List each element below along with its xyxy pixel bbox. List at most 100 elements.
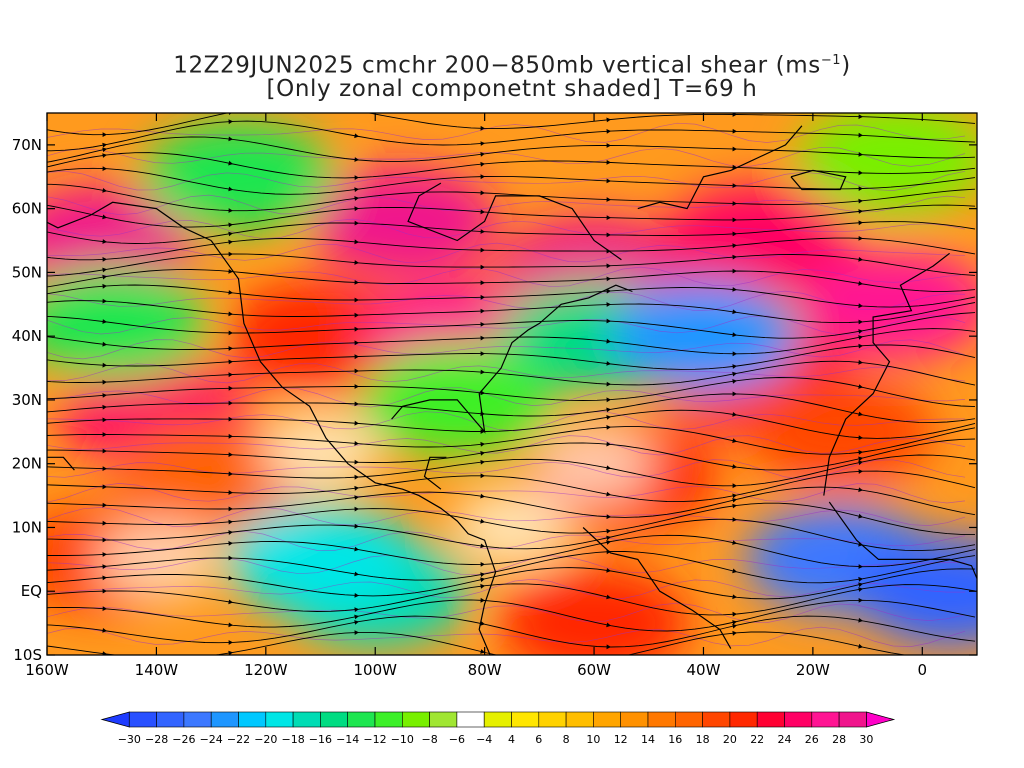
chart-title: 12Z29JUN2025 cmchr 200−850mb vertical sh… bbox=[173, 52, 851, 79]
colorbar-box bbox=[347, 711, 376, 728]
streamline-arrow bbox=[354, 459, 359, 465]
streamline-arrow bbox=[228, 490, 233, 495]
streamline-arrow bbox=[858, 435, 863, 440]
map-frame bbox=[46, 112, 978, 656]
streamline-arrow bbox=[858, 411, 863, 417]
streamline-arrow bbox=[606, 263, 611, 269]
streamline-arrow bbox=[480, 450, 485, 456]
contour-line bbox=[47, 435, 966, 456]
streamline-arrow bbox=[480, 649, 485, 654]
shade-blob bbox=[143, 121, 334, 232]
streamline-arrow bbox=[228, 311, 233, 317]
streamline-arrow bbox=[228, 208, 233, 213]
streamline-arrow bbox=[354, 220, 359, 226]
streamline bbox=[47, 409, 976, 439]
streamline-arrow bbox=[732, 493, 737, 499]
streamline-arrow bbox=[858, 186, 863, 191]
streamline-arrow bbox=[354, 239, 359, 245]
streamline-arrow bbox=[228, 136, 233, 142]
contour-line bbox=[47, 290, 966, 312]
streamline-arrow bbox=[354, 614, 359, 620]
streamline-arrow bbox=[732, 391, 737, 397]
streamline-arrow bbox=[102, 404, 107, 410]
streamline-arrow bbox=[858, 198, 863, 204]
colorbar-box bbox=[756, 711, 785, 728]
streamline-arrow bbox=[480, 264, 485, 270]
lat-label: 40N bbox=[12, 327, 42, 345]
streamline-arrow bbox=[102, 166, 107, 171]
streamline-arrow bbox=[102, 393, 107, 398]
contour-line bbox=[47, 507, 966, 527]
streamline bbox=[47, 583, 976, 616]
streamline-arrow bbox=[228, 239, 233, 245]
streamline-arrow bbox=[480, 369, 485, 375]
streamline-arrow bbox=[480, 543, 485, 549]
streamline-arrow bbox=[354, 620, 359, 625]
colorbar-arrow-high bbox=[866, 711, 896, 728]
colorbar-label: 14 bbox=[641, 733, 655, 746]
streamline bbox=[47, 470, 976, 503]
shade-blob bbox=[225, 281, 416, 392]
streamline-arrow bbox=[732, 517, 737, 522]
streamline-arrow bbox=[354, 384, 359, 389]
streamline-arrow bbox=[732, 503, 737, 509]
colorbar-label: 26 bbox=[805, 733, 819, 746]
streamline-arrow bbox=[102, 588, 107, 594]
streamline-arrow bbox=[480, 459, 485, 465]
colorbar-label: 12 bbox=[614, 733, 628, 746]
streamline-arrow bbox=[102, 552, 107, 557]
lat-label: 20N bbox=[12, 455, 42, 473]
streamline bbox=[47, 360, 976, 386]
streamline-arrow bbox=[480, 429, 485, 434]
streamline-arrow bbox=[354, 326, 359, 332]
streamline-arrow bbox=[858, 384, 863, 389]
streamline-arrow bbox=[102, 432, 107, 437]
colorbar-box bbox=[729, 711, 758, 728]
streamline-arrow bbox=[858, 456, 863, 462]
streamline-arrow bbox=[858, 170, 863, 176]
streamline-arrow bbox=[858, 359, 863, 365]
streamline-arrow bbox=[354, 206, 359, 212]
contour-line bbox=[47, 363, 966, 384]
streamline-arrow bbox=[858, 576, 863, 582]
streamlines bbox=[47, 113, 976, 655]
streamline-arrow bbox=[732, 231, 737, 237]
streamline-arrow bbox=[606, 361, 611, 366]
colorbar-box bbox=[674, 711, 703, 728]
streamline-arrow bbox=[732, 243, 737, 249]
colorbar-box bbox=[429, 711, 458, 728]
streamline-arrow bbox=[102, 132, 107, 137]
colorbar-box bbox=[292, 711, 321, 728]
streamline bbox=[47, 113, 976, 136]
streamline-arrow bbox=[228, 160, 233, 166]
streamline bbox=[47, 120, 976, 152]
colorbar-label: −30 bbox=[118, 733, 141, 746]
streamline-arrow bbox=[606, 425, 611, 430]
streamline-arrow bbox=[732, 254, 737, 260]
streamline-arrow bbox=[102, 520, 107, 526]
streamline-arrow bbox=[732, 287, 737, 292]
streamline-arrow bbox=[480, 577, 485, 583]
colorbar-label: −10 bbox=[391, 733, 414, 746]
streamline-arrow bbox=[354, 133, 359, 139]
streamline bbox=[47, 237, 976, 261]
colorbar-box bbox=[238, 711, 267, 728]
shade-blob bbox=[608, 281, 799, 392]
streamline-arrow bbox=[732, 568, 737, 574]
streamline-arrow bbox=[228, 330, 233, 336]
colorbar-label: −24 bbox=[200, 733, 223, 746]
streamline bbox=[47, 312, 976, 339]
streamline-arrow bbox=[732, 364, 737, 369]
streamline bbox=[47, 438, 976, 471]
shade-blob bbox=[225, 504, 416, 615]
colorbar-label: 18 bbox=[696, 733, 710, 746]
streamline-arrow bbox=[480, 572, 485, 577]
streamline-arrow bbox=[354, 546, 359, 552]
streamline-arrow bbox=[354, 280, 359, 285]
streamline-arrow bbox=[228, 400, 233, 406]
lat-label: EQ bbox=[21, 582, 42, 600]
streamline-arrow bbox=[858, 329, 863, 334]
lon-label: 20W bbox=[796, 661, 830, 679]
streamline-arrow bbox=[858, 303, 863, 309]
